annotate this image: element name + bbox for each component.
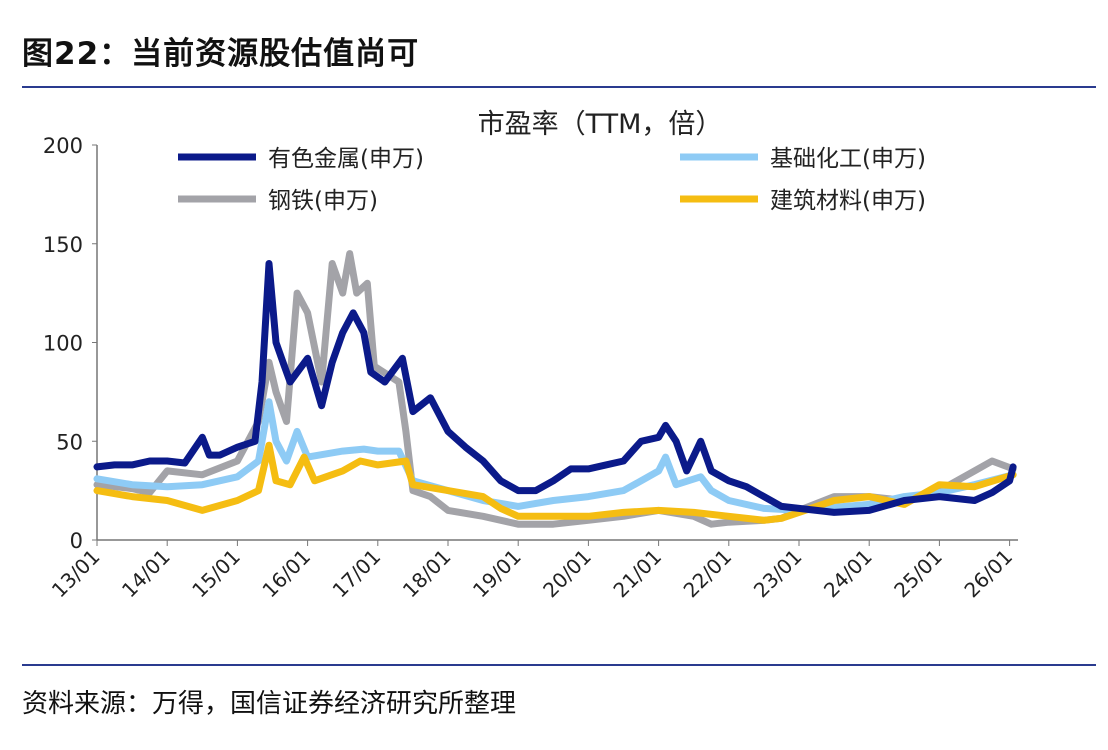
y-tick-label: 150 [43,233,83,257]
y-tick-label: 200 [43,134,83,158]
legend-label: 建筑材料(申万) [770,188,926,214]
series-line-1 [93,398,1017,514]
x-tick-label: 16/01 [257,545,315,603]
x-tick-label: 17/01 [328,545,386,603]
x-tick-label: 20/01 [538,545,596,603]
figure-title: 图22：当前资源股估值尚可 [22,36,420,72]
y-tick-label: 100 [43,332,83,356]
y-tick-label: 0 [70,529,83,553]
series-line-0 [93,260,1017,516]
x-tick-label: 14/01 [117,545,175,603]
legend-label: 基础化工(申万) [770,146,926,172]
x-tick-label: 18/01 [398,545,456,603]
y-tick-label: 50 [56,430,83,454]
chart-title: 市盈率（TTM，倍） [478,109,723,140]
x-tick-label: 21/01 [608,545,666,603]
x-tick-label: 24/01 [819,545,877,603]
legend-label: 钢铁(申万) [268,188,378,214]
source-note: 资料来源：万得，国信证券经济研究所整理 [22,689,517,719]
top-divider [22,86,1096,88]
x-tick-label: 13/01 [47,545,105,603]
x-tick-label: 25/01 [889,545,947,603]
x-tick-label: 23/01 [749,545,807,603]
x-tick-label: 26/01 [959,545,1017,603]
x-tick-label: 15/01 [187,545,245,603]
bottom-divider [22,664,1096,666]
x-tick-label: 19/01 [468,545,526,603]
x-tick-label: 22/01 [679,545,737,603]
legend-label: 有色金属(申万) [268,146,424,172]
